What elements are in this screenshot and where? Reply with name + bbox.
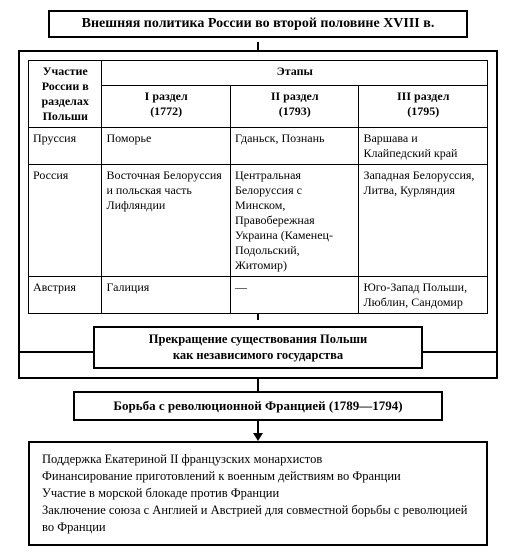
france-point: Участие в морской блокаде против Франции — [42, 485, 474, 502]
country-cell: Австрия — [29, 277, 102, 314]
stage-3-header: III раздел (1795) — [359, 85, 488, 127]
cell: Варшава и Клайпедский край — [359, 128, 488, 165]
cell: Поморье — [102, 128, 231, 165]
partitions-result: Прекращение существования Польши как нез… — [93, 326, 423, 369]
france-point: Финансирование приготовлений к военным д… — [42, 468, 474, 485]
partitions-table: Участие России в разделах Польши Этапы I… — [28, 60, 488, 314]
connector — [257, 379, 259, 391]
cell: Центральная Белоруссия с Минском, Правоб… — [230, 165, 359, 277]
stage-label: II раздел — [271, 89, 319, 103]
table-row: Россия Восточная Белоруссия и польская ч… — [29, 165, 488, 277]
arrow-down-icon — [253, 433, 263, 441]
connector — [257, 42, 259, 50]
stages-header: Этапы — [102, 61, 488, 86]
country-cell: Россия — [29, 165, 102, 277]
corner-header: Участие России в разделах Польши — [29, 61, 102, 128]
connector-left — [20, 351, 94, 353]
table-row: Австрия Галиция — Юго-Запад Польши, Любл… — [29, 277, 488, 314]
cell: Галиция — [102, 277, 231, 314]
result-line-1: Прекращение существования Польши — [149, 332, 367, 346]
stage-label: I раздел — [145, 89, 188, 103]
country-cell: Пруссия — [29, 128, 102, 165]
france-title-box: Борьба с революционной Францией (1789—17… — [73, 391, 443, 421]
stage-1-header: I раздел (1772) — [102, 85, 231, 127]
france-title-text: Борьба с революционной Францией (1789—17… — [113, 398, 402, 413]
connector-right — [422, 351, 496, 353]
france-details: Поддержка Екатериной II французских мона… — [28, 441, 488, 545]
connector — [257, 421, 259, 433]
corner-text: Участие России в разделах Польши — [42, 64, 89, 123]
cell: Юго-Запад Польши, Люблин, Сандомир — [359, 277, 488, 314]
diagram-title: Внешняя политика России во второй полови… — [48, 10, 468, 38]
partitions-frame: Участие России в разделах Польши Этапы I… — [18, 50, 498, 379]
stage-year: (1772) — [150, 104, 182, 118]
cell: Гданьск, Познань — [230, 128, 359, 165]
stage-2-header: II раздел (1793) — [230, 85, 359, 127]
cell: Восточная Белоруссия и польская часть Ли… — [102, 165, 231, 277]
france-point: Заключение союза с Англией и Австрией дл… — [42, 502, 474, 536]
stages-header-text: Этапы — [277, 64, 313, 78]
cell-empty: — — [230, 277, 359, 314]
stage-label: III раздел — [397, 89, 449, 103]
table-row: Пруссия Поморье Гданьск, Познань Варшава… — [29, 128, 488, 165]
france-point: Поддержка Екатериной II французских мона… — [42, 451, 474, 468]
title-text: Внешняя политика России во второй полови… — [82, 16, 435, 31]
stage-year: (1793) — [279, 104, 311, 118]
result-line-2: как независимого государства — [173, 348, 343, 362]
cell: Западная Белоруссия, Литва, Курляндия — [359, 165, 488, 277]
connector — [257, 314, 259, 320]
stage-year: (1795) — [407, 104, 439, 118]
